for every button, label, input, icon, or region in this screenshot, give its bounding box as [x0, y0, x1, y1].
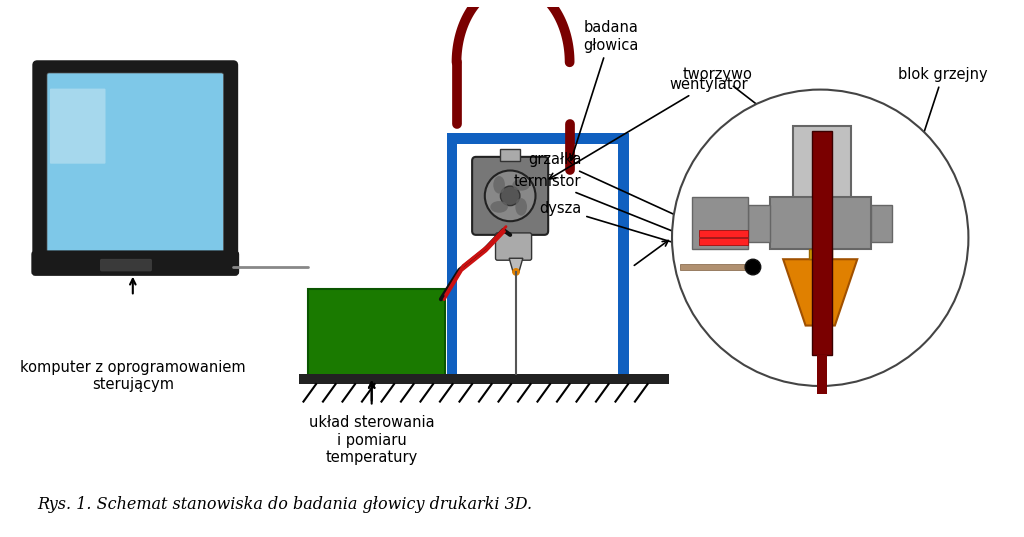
Bar	[871, 205, 892, 242]
FancyBboxPatch shape	[33, 251, 239, 275]
Bar	[809, 250, 831, 259]
Bar	[793, 126, 851, 199]
Bar	[699, 238, 749, 245]
Polygon shape	[509, 258, 523, 272]
Text: układ sterowania
i pomiaru
temperatury: układ sterowania i pomiaru temperatury	[309, 415, 434, 465]
Ellipse shape	[490, 201, 508, 213]
Text: dysza: dysza	[539, 201, 836, 292]
Circle shape	[672, 90, 969, 386]
Circle shape	[512, 268, 520, 276]
Bar	[812, 130, 831, 355]
Circle shape	[745, 259, 761, 275]
Bar	[680, 264, 753, 270]
Bar	[817, 355, 827, 394]
Text: termistor: termistor	[514, 174, 759, 266]
FancyBboxPatch shape	[496, 233, 531, 260]
Text: wentylator: wentylator	[549, 77, 748, 179]
Bar	[769, 197, 871, 250]
FancyBboxPatch shape	[50, 89, 105, 164]
Ellipse shape	[515, 198, 527, 216]
Circle shape	[501, 186, 520, 206]
Text: badana
głowica: badana głowica	[570, 20, 638, 160]
Ellipse shape	[494, 176, 505, 194]
Text: tworzywo: tworzywo	[683, 67, 818, 152]
Polygon shape	[783, 259, 857, 325]
Circle shape	[484, 171, 536, 221]
FancyBboxPatch shape	[100, 259, 152, 271]
FancyBboxPatch shape	[34, 61, 238, 264]
Bar	[308, 289, 444, 377]
Text: grzałka: grzałka	[527, 153, 715, 233]
Text: komputer z oprogramowaniem
sterującym: komputer z oprogramowaniem sterującym	[20, 360, 246, 392]
Ellipse shape	[512, 179, 530, 191]
Bar	[691, 197, 749, 250]
Bar	[446, 134, 629, 144]
Text: Rys. 1. Schemat stanowiska do badania głowicy drukarki 3D.: Rys. 1. Schemat stanowiska do badania gł…	[37, 496, 532, 513]
Text: blok grzejny: blok grzejny	[891, 67, 988, 230]
Bar	[699, 230, 749, 237]
FancyBboxPatch shape	[472, 157, 548, 235]
Bar	[299, 374, 669, 384]
FancyBboxPatch shape	[47, 73, 223, 255]
Bar	[501, 149, 520, 161]
Bar	[749, 205, 769, 242]
Bar	[618, 134, 629, 374]
Bar	[446, 134, 458, 374]
